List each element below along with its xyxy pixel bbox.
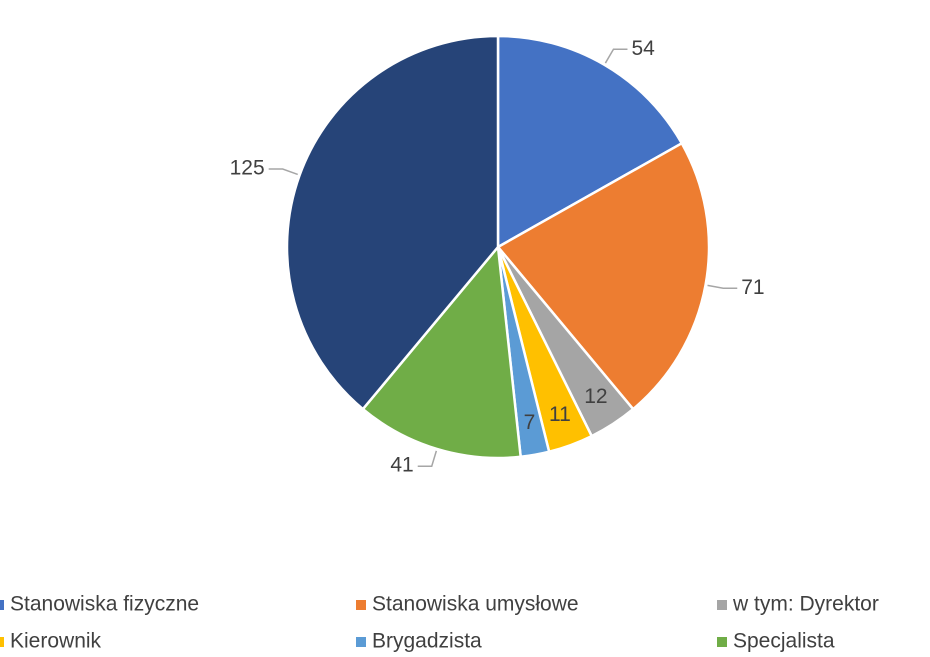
legend-marker — [356, 637, 366, 647]
data-label: 12 — [584, 385, 607, 408]
data-label: 71 — [741, 276, 764, 299]
data-label: 7 — [524, 411, 536, 434]
pie-slice — [361, 243, 523, 460]
legend-marker — [0, 600, 4, 610]
leader-line — [707, 284, 738, 289]
data-label: 11 — [549, 403, 571, 426]
pie-slice — [496, 34, 684, 250]
leader-line — [417, 450, 438, 467]
legend-label: Brygadzista — [372, 630, 482, 653]
legend-label: Stanowiska fizyczne — [10, 593, 199, 616]
pie-slice — [496, 141, 711, 411]
leader-line — [268, 168, 298, 176]
data-label: 54 — [631, 37, 655, 60]
pie-slice — [285, 34, 500, 411]
legend-label: Specjalista — [733, 630, 835, 653]
data-label: 41 — [390, 454, 413, 477]
legend-label: Stanowiska umysłowe — [372, 593, 579, 616]
leader-line — [604, 48, 628, 64]
legend-marker — [0, 637, 4, 647]
legend-marker — [717, 600, 727, 610]
legend-marker — [356, 600, 366, 610]
legend-label: w tym: Dyrektor — [732, 593, 879, 616]
legend-label: Kierownik — [10, 630, 102, 653]
legend-marker — [717, 637, 727, 647]
data-label: 125 — [230, 157, 265, 180]
